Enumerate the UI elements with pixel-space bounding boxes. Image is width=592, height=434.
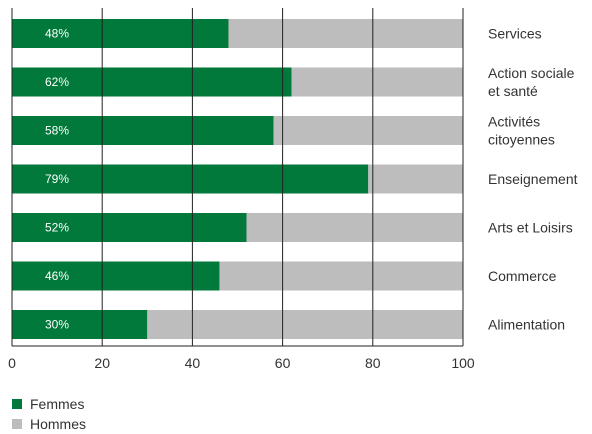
legend: Femmes Hommes: [12, 394, 86, 434]
category-label-5: Commerce: [488, 268, 557, 284]
bar-hommes-6: [147, 310, 464, 339]
category-label-line: Alimentation: [488, 317, 565, 333]
data-label-5: 46%: [45, 269, 69, 283]
category-label-6: Alimentation: [488, 317, 565, 333]
data-label-2: 58%: [45, 124, 69, 138]
x-tick-label-0: 0: [8, 355, 16, 371]
bar-femmes-4: [12, 213, 247, 242]
legend-swatch-hommes: [12, 419, 22, 429]
category-label-line: Commerce: [488, 268, 557, 284]
bar-femmes-1: [12, 67, 292, 97]
category-label-3: Enseignement: [488, 171, 578, 187]
bar-hommes-1: [291, 67, 463, 97]
stacked-bar-chart: 48% Services 62% Action sociale et santé 58% A…: [8, 8, 578, 371]
category-label-2: Activités citoyennes: [488, 114, 555, 148]
x-tick-label-20: 20: [94, 355, 110, 371]
bar-femmes-2: [12, 116, 274, 145]
data-label-3: 79%: [45, 172, 69, 186]
legend-swatch-femmes: [12, 399, 22, 409]
data-label-1: 62%: [45, 75, 69, 89]
legend-label-hommes: Hommes: [30, 416, 87, 432]
x-tick-label-100: 100: [451, 355, 475, 371]
bar-hommes-2: [273, 116, 463, 145]
category-label-line: Services: [488, 26, 542, 42]
category-label-line: Action sociale: [488, 65, 575, 81]
bar-femmes-3: [12, 164, 369, 194]
data-label-4: 52%: [45, 221, 69, 235]
category-label-4: Arts et Loisirs: [488, 220, 573, 236]
bar-femmes-5: [12, 261, 220, 291]
x-tick-label-80: 80: [365, 355, 381, 371]
category-label-line: Enseignement: [488, 171, 578, 187]
x-tick-label-60: 60: [275, 355, 291, 371]
data-label-6: 30%: [45, 318, 69, 332]
x-tick-label-40: 40: [185, 355, 201, 371]
category-label-line: et santé: [488, 83, 538, 99]
bar-femmes-6: [12, 310, 148, 339]
category-label-line: Activités: [488, 114, 540, 130]
bar-hommes-3: [368, 164, 463, 194]
category-label-line: citoyennes: [488, 132, 555, 148]
legend-item-femmes: Femmes: [12, 394, 86, 414]
category-label-line: Arts et Loisirs: [488, 220, 573, 236]
legend-label-femmes: Femmes: [30, 396, 85, 412]
bar-hommes-5: [219, 261, 463, 291]
category-label-0: Services: [488, 26, 542, 42]
category-label-1: Action sociale et santé: [488, 65, 575, 99]
bar-hommes-4: [246, 213, 463, 242]
data-label-0: 48%: [45, 27, 69, 41]
bar-hommes-0: [228, 19, 463, 48]
legend-item-hommes: Hommes: [12, 414, 86, 434]
